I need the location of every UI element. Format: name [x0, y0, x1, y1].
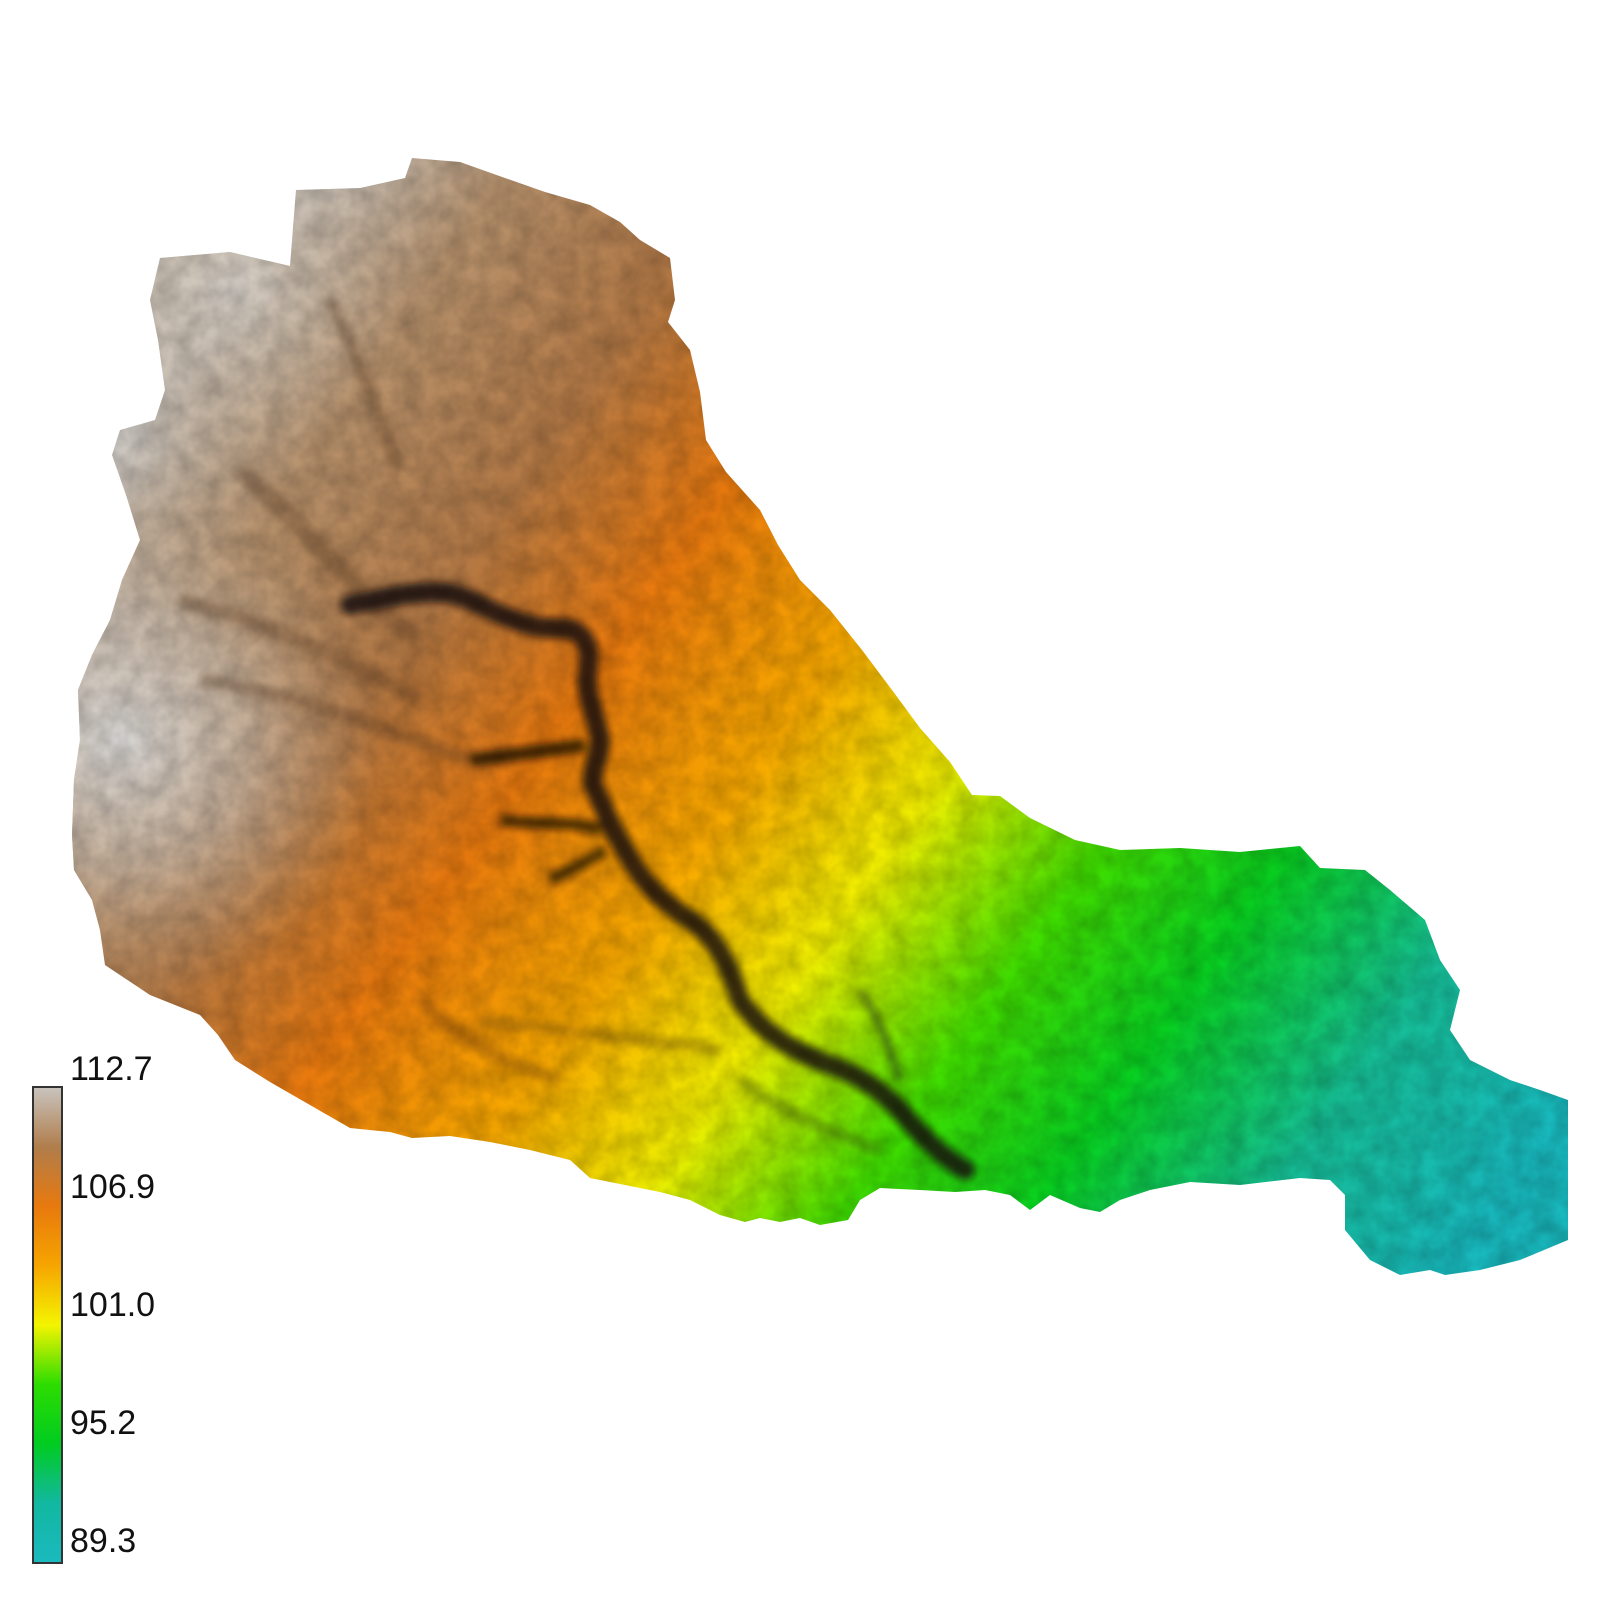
colorbar-tick-label: 89.3 [70, 1522, 137, 1560]
colorbar-tick-label: 112.7 [70, 1050, 153, 1088]
colorbar-tick-label: 106.9 [70, 1168, 156, 1206]
colorbar-tick-label: 95.2 [70, 1404, 137, 1442]
elevation-colorbar [32, 1086, 63, 1564]
colorbar-tick-label: 101.0 [70, 1286, 156, 1324]
